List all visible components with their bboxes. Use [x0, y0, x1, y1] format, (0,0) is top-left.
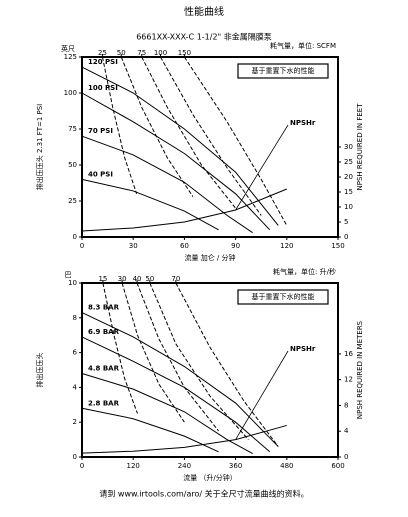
curve [136, 282, 219, 432]
y2-axis-label: NPSH REQUIRED IN METERS [356, 320, 364, 419]
curve [81, 178, 219, 231]
air-label: 150 [178, 49, 191, 57]
curve [81, 312, 279, 447]
x-tick-label: 120 [280, 242, 293, 250]
curve-label: 2.8 BAR [88, 399, 120, 407]
note: 基于重置下水的性能 [252, 292, 315, 301]
air-label: 25 [98, 49, 107, 57]
y-tick-label: 25 [68, 197, 77, 205]
curve-label: 40 PSI [88, 170, 113, 178]
y2-tick-label: 5 [344, 218, 348, 226]
air-label: 100 [154, 49, 167, 57]
curve [101, 56, 138, 194]
y-tick-label: 0 [73, 233, 77, 241]
y-axis-label: 排出压压头 [35, 353, 44, 388]
curve [141, 56, 236, 209]
y-tick-label: 2 [73, 418, 77, 426]
note: 基于重置下水的性能 [252, 66, 315, 75]
npsh-label: NPSHr [290, 345, 316, 353]
y2-tick-label: 4 [344, 427, 349, 435]
top-axis-label: 耗气量，单位: SCFM [270, 41, 336, 50]
x-tick-label: 0 [80, 462, 84, 470]
y-tick-label: 10 [68, 279, 77, 287]
curve-label: 4.8 BAR [88, 364, 120, 372]
air-label: 50 [145, 275, 154, 283]
air-label: 30 [118, 275, 127, 283]
curve [160, 56, 262, 216]
x-tick-label: 480 [280, 462, 293, 470]
curve [81, 188, 287, 232]
y-tick-label: 125 [64, 53, 77, 61]
curve [81, 407, 219, 453]
y2-tick-label: 20 [344, 173, 353, 181]
x-tick-label: 60 [180, 242, 189, 250]
x-tick-label: 120 [127, 462, 140, 470]
y2-tick-label: 30 [344, 143, 353, 151]
y2-tick-label: 15 [344, 188, 353, 196]
curve [175, 282, 279, 447]
y-unit: 英尺 [61, 44, 75, 53]
subtitle: 6661XX-XXX-C 1-1/2" 非金属隔膜泵 [136, 32, 272, 42]
curve-label: 100 PSI [88, 84, 118, 92]
y2-tick-label: 0 [344, 453, 348, 461]
x-tick-label: 0 [80, 242, 84, 250]
curve [102, 282, 138, 414]
x-tick-label: 600 [331, 462, 344, 470]
y-tick-label: 6 [73, 349, 78, 357]
curve [81, 373, 253, 454]
y-axis-label: 排出压压头 2.31 FT=1 PSI [35, 104, 44, 191]
npsh-arrow [235, 350, 289, 440]
plot-frame [81, 282, 339, 458]
curve-label: 6.9 BAR [88, 328, 120, 336]
curve-label: 120 PSI [88, 58, 118, 66]
npsh-label: NPSHr [290, 119, 316, 127]
curve [81, 135, 253, 234]
y2-tick-label: 25 [344, 158, 353, 166]
y-tick-label: 8 [73, 314, 77, 322]
curve [183, 56, 288, 226]
footer: 请到 www.irtools.com/aro/ 关于全尺寸流量曲线的资料。 [99, 489, 308, 499]
curve [120, 56, 194, 197]
x-tick-label: 240 [178, 462, 191, 470]
air-label: 75 [137, 49, 146, 57]
curve-label: 8.3 BAR [88, 304, 120, 312]
curve [81, 424, 287, 454]
y-tick-label: 75 [68, 125, 77, 133]
y2-tick-label: 16 [344, 350, 353, 358]
y-tick-label: 50 [68, 161, 77, 169]
y-unit: 巴 [65, 271, 72, 279]
x-axis-label: 流量 （升/分钟） [183, 473, 237, 482]
curve-label: 70 PSI [88, 127, 113, 135]
y2-tick-label: 0 [344, 233, 348, 241]
curve [81, 92, 271, 231]
curve [81, 66, 279, 226]
x-tick-label: 150 [331, 242, 344, 250]
page-title: 性能曲线 [184, 5, 224, 18]
y2-tick-label: 12 [344, 376, 353, 384]
y-tick-label: 0 [73, 453, 77, 461]
air-label: 50 [117, 49, 126, 57]
y2-axis-label: NPSH REQUIRED IN FEET [356, 103, 364, 191]
air-label: 15 [98, 275, 107, 283]
x-tick-label: 30 [129, 242, 138, 250]
x-tick-label: 360 [229, 462, 242, 470]
note-box [237, 63, 329, 79]
x-tick-label: 90 [231, 242, 240, 250]
y-tick-label: 4 [73, 383, 78, 391]
curve [149, 282, 249, 440]
curve [121, 282, 185, 423]
npsh-arrow [235, 124, 289, 211]
x-axis-label: 流量 加仑 / 分钟 [184, 253, 235, 262]
note-box [237, 289, 329, 305]
air-label: 70 [171, 275, 180, 283]
top-axis-label: 耗气量，单位: 升/秒 [273, 267, 336, 276]
y-tick-label: 100 [64, 89, 77, 97]
y2-tick-label: 10 [344, 203, 353, 211]
curve [81, 336, 271, 453]
air-label: 40 [133, 275, 142, 283]
y2-tick-label: 8 [344, 401, 348, 409]
plot-frame [81, 56, 339, 238]
